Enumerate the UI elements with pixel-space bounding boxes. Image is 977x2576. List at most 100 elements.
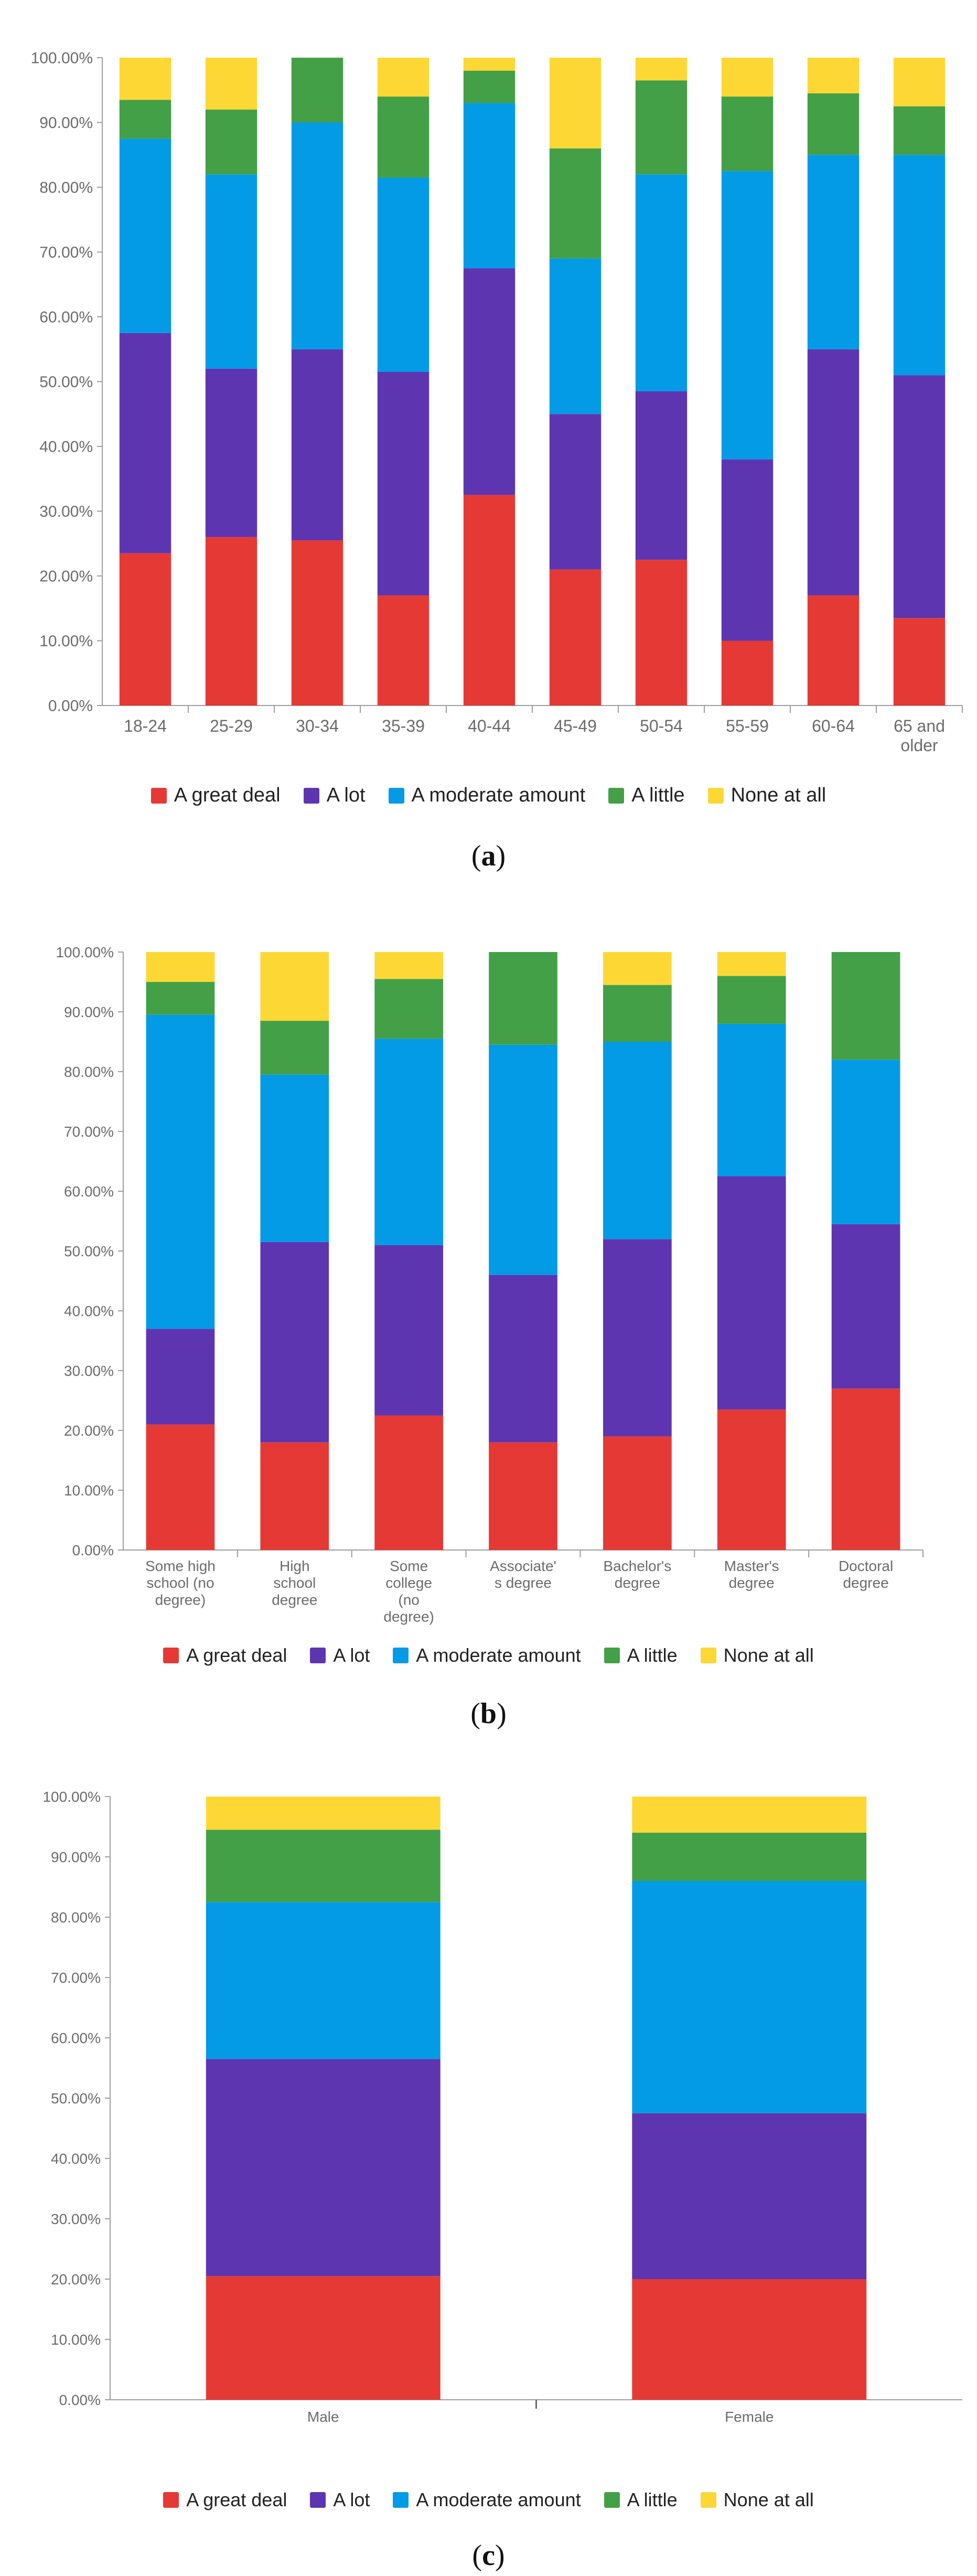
bar-segment-a-little [807, 93, 860, 155]
bar-segment-a-lot [205, 368, 257, 537]
bar-segment-none-at-all [119, 58, 171, 100]
y-tick-label: 70.00% [64, 1124, 114, 1140]
x-tick-label: 40-44 [468, 717, 511, 735]
legend-label: A great deal [186, 1644, 287, 1666]
legend-label: A great deal [186, 2489, 287, 2510]
legend-item-a-moderate-amount[interactable]: A moderate amount [393, 1644, 581, 1666]
y-tick-label: 30.00% [51, 2211, 101, 2227]
legend-item-a-little[interactable]: A little [604, 2489, 678, 2511]
y-tick-label: 90.00% [64, 1004, 114, 1020]
y-tick-label: 80.00% [39, 179, 93, 197]
legend-swatch [393, 1648, 409, 1663]
y-tick-label: 10.00% [39, 633, 93, 650]
bar-segment-a-great-deal [291, 540, 343, 706]
y-tick-label: 50.00% [64, 1243, 114, 1259]
bar-segment-a-moderate-amount [717, 1023, 786, 1177]
bar-segment-a-little [549, 148, 602, 259]
legend-item-none-at-all[interactable]: None at all [700, 2489, 814, 2511]
legend-item-a-lot[interactable]: A lot [310, 2489, 370, 2511]
bar-segment-a-great-deal [146, 1424, 215, 1550]
bar-segment-a-little [893, 106, 946, 155]
legend-swatch [163, 2492, 179, 2508]
bar-segment-a-lot [206, 2059, 441, 2276]
x-tick-label: 60-64 [812, 717, 855, 735]
bar-segment-none-at-all [549, 58, 602, 148]
bar-segment-a-great-deal [893, 618, 946, 706]
y-tick-label: 50.00% [39, 373, 93, 391]
legend-label: None at all [731, 784, 826, 806]
x-tick-label: Bachelor's degree [603, 1558, 671, 1591]
bar-segment-a-lot [717, 1176, 786, 1410]
legend-item-a-great-deal[interactable]: A great deal [151, 784, 281, 807]
bar-segment-none-at-all [374, 952, 443, 979]
legend-label: A lot [333, 1644, 370, 1666]
bar-segment-a-great-deal [831, 1388, 900, 1550]
legend-label: A moderate amount [416, 1644, 581, 1666]
bar-segment-a-great-deal [632, 2279, 867, 2400]
legend-item-a-moderate-amount[interactable]: A moderate amount [388, 784, 585, 807]
legend-item-a-lot[interactable]: A lot [310, 1644, 370, 1666]
bar-segment-a-lot [374, 1245, 443, 1416]
bar-segment-a-little [377, 97, 430, 178]
legend-swatch [303, 787, 319, 804]
bar-segment-a-moderate-amount [374, 1039, 443, 1245]
bar-segment-a-moderate-amount [260, 1074, 329, 1242]
legend-a: A great deal A lot A moderate amount A litt… [0, 784, 977, 807]
legend-item-none-at-all[interactable]: None at all [700, 1644, 814, 1666]
x-tick-label: Some high school (no degree) [145, 1558, 216, 1608]
y-tick-label: 70.00% [51, 1970, 101, 1986]
x-tick-label: Doctoral degree [839, 1558, 893, 1591]
bar-segment-a-great-deal [260, 1442, 329, 1550]
x-tick-label: 65 and older [894, 717, 945, 755]
x-tick-label: 55-59 [726, 717, 769, 735]
caption-a: (a) [471, 840, 506, 872]
bar-segment-none-at-all [807, 58, 860, 93]
legend-item-a-little[interactable]: A little [608, 784, 685, 807]
y-tick-label: 10.00% [64, 1482, 114, 1499]
legend-item-a-little[interactable]: A little [604, 1644, 678, 1666]
bar-segment-a-great-deal [119, 553, 171, 706]
bar-segment-a-great-deal [635, 560, 688, 706]
legend-swatch [388, 787, 404, 804]
legend-label: A lot [326, 784, 366, 806]
y-tick-label: 20.00% [39, 568, 93, 585]
legend-swatch [310, 1648, 326, 1663]
bar-segment-a-lot [463, 268, 516, 495]
bar-segment-a-moderate-amount [893, 155, 946, 376]
legend-item-a-lot[interactable]: A lot [303, 784, 366, 807]
bar-segment-none-at-all [635, 58, 688, 81]
legend-label: A moderate amount [416, 2489, 581, 2510]
bar-segment-a-moderate-amount [146, 1014, 215, 1329]
x-tick-label: Master's degree [724, 1558, 779, 1591]
y-tick-label: 100.00% [42, 1789, 101, 1805]
bar-segment-a-moderate-amount [206, 1902, 441, 2059]
legend-b: A great deal A lot A moderate amount A litt… [0, 1644, 977, 1666]
y-tick-label: 30.00% [64, 1363, 114, 1379]
legend-item-a-great-deal[interactable]: A great deal [163, 2489, 287, 2511]
bar-segment-a-great-deal [374, 1415, 443, 1550]
bar-segment-a-little [260, 1021, 329, 1075]
legend-swatch [700, 2492, 716, 2508]
x-tick-label: 25-29 [210, 717, 253, 735]
bar-segment-a-moderate-amount [603, 1042, 672, 1239]
bar-segment-a-lot [260, 1242, 329, 1442]
bar-segment-a-moderate-amount [205, 174, 257, 369]
bar-segment-a-little [119, 100, 171, 139]
bar-segment-a-moderate-amount [632, 1881, 867, 2113]
bar-segment-a-lot [831, 1224, 900, 1389]
legend-item-a-moderate-amount[interactable]: A moderate amount [393, 2489, 581, 2511]
legend-item-none-at-all[interactable]: None at all [707, 784, 826, 807]
legend-item-a-great-deal[interactable]: A great deal [163, 1644, 287, 1666]
bar-segment-a-little [635, 80, 688, 175]
y-tick-label: 0.00% [72, 1542, 114, 1558]
bar-segment-a-moderate-amount [463, 103, 516, 269]
y-tick-label: 60.00% [64, 1183, 114, 1200]
y-tick-label: 10.00% [51, 2332, 101, 2348]
bar-segment-a-lot [632, 2113, 867, 2279]
bar-segment-a-lot [489, 1275, 557, 1442]
legend-swatch [310, 2492, 326, 2508]
bar-segment-a-moderate-amount [549, 258, 602, 414]
x-tick-label: 45-49 [554, 717, 597, 735]
bar-segment-none-at-all [632, 1797, 867, 1833]
bar-segment-a-lot [119, 333, 171, 553]
